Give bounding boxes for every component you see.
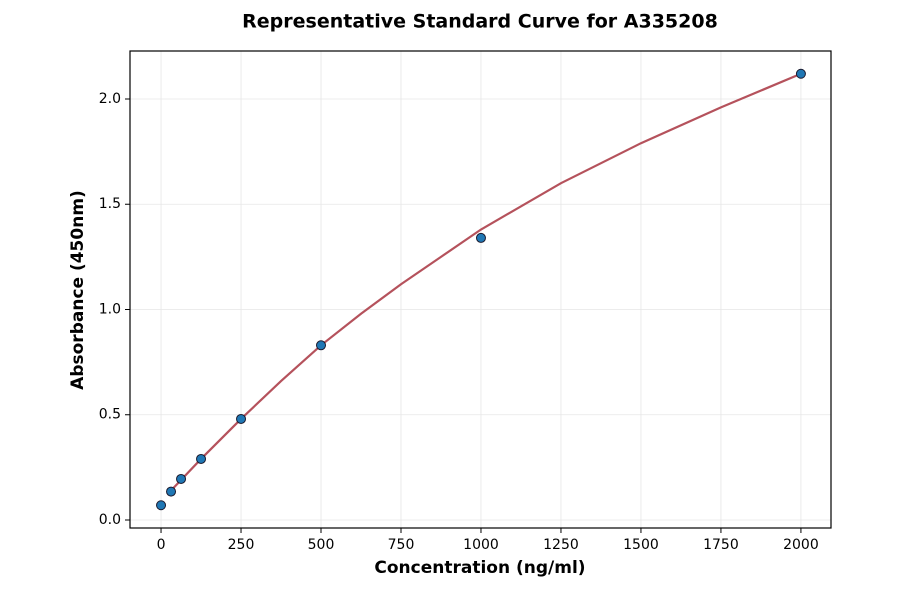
y-axis-label: Absorbance (450nm) [68, 190, 88, 390]
y-tick-label: 1.0 [99, 301, 121, 317]
y-tick-label: 0.5 [99, 407, 121, 423]
data-point [316, 340, 327, 351]
x-tick-label: 0 [157, 537, 166, 553]
x-tick-label: 1250 [543, 537, 579, 553]
y-tick-label: 0.0 [99, 512, 121, 528]
x-tick-label: 750 [388, 537, 415, 553]
x-tick-label: 1500 [623, 537, 659, 553]
x-axis-label: Concentration (ng/ml) [374, 558, 585, 578]
x-tick-label: 2000 [783, 537, 819, 553]
data-point [156, 500, 167, 511]
data-point [166, 486, 177, 497]
x-tick-label: 250 [228, 537, 255, 553]
plot-frame [129, 50, 832, 529]
data-point [795, 68, 806, 79]
y-tick-label: 1.5 [99, 196, 121, 212]
x-tick-label: 1000 [463, 537, 499, 553]
chart-title: Representative Standard Curve for A33520… [242, 11, 718, 33]
data-point [196, 453, 207, 464]
data-point [475, 232, 486, 243]
x-tick-label: 1750 [703, 537, 739, 553]
fit-curve [170, 72, 802, 492]
x-tick-label: 500 [308, 537, 335, 553]
y-tick-label: 2.0 [99, 91, 121, 107]
data-point [176, 473, 187, 484]
data-point [236, 413, 247, 424]
